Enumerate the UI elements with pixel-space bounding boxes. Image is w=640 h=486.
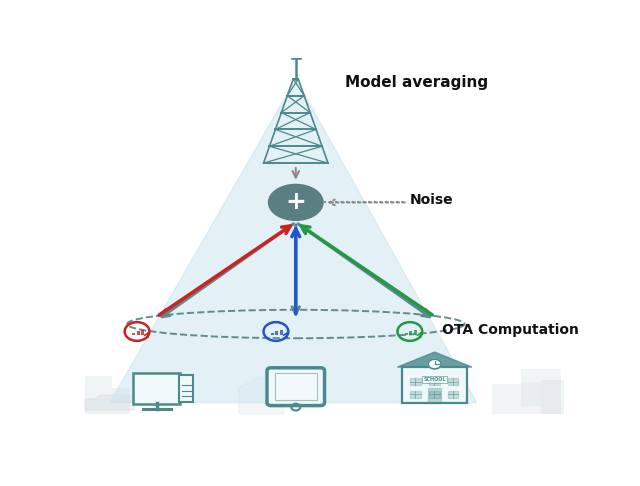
FancyBboxPatch shape [267, 368, 324, 406]
Polygon shape [239, 376, 284, 414]
Circle shape [428, 359, 441, 369]
Bar [280, 330, 283, 335]
Polygon shape [85, 395, 134, 410]
Bar [410, 391, 420, 398]
Bar [132, 332, 135, 335]
FancyBboxPatch shape [133, 373, 180, 404]
Bar [428, 388, 441, 402]
Text: SCHOOL: SCHOOL [424, 377, 446, 382]
Bar [541, 380, 564, 414]
Ellipse shape [269, 184, 323, 220]
Polygon shape [110, 79, 477, 402]
Bar [410, 378, 420, 385]
Bar [405, 332, 408, 335]
Bar [141, 330, 144, 335]
Bar [492, 384, 522, 414]
FancyBboxPatch shape [275, 373, 317, 400]
Bar [275, 331, 278, 335]
Text: Noise: Noise [410, 193, 454, 207]
Bar [447, 378, 458, 385]
Bar [403, 367, 467, 402]
Bar [522, 369, 561, 414]
Bar [136, 331, 140, 335]
Text: OTA Computation: OTA Computation [442, 323, 579, 337]
Bar [271, 332, 274, 335]
Bar [429, 378, 440, 385]
Bar [447, 391, 458, 398]
Text: Model averaging: Model averaging [346, 75, 488, 90]
Bar [522, 382, 541, 406]
Circle shape [291, 50, 301, 57]
Bar [414, 330, 417, 335]
Bar [429, 391, 440, 398]
Text: +: + [285, 191, 306, 214]
FancyBboxPatch shape [179, 375, 193, 402]
Bar [410, 331, 412, 335]
Bar [85, 376, 112, 414]
Bar [112, 388, 130, 414]
Bar [422, 376, 447, 383]
Polygon shape [397, 352, 472, 367]
